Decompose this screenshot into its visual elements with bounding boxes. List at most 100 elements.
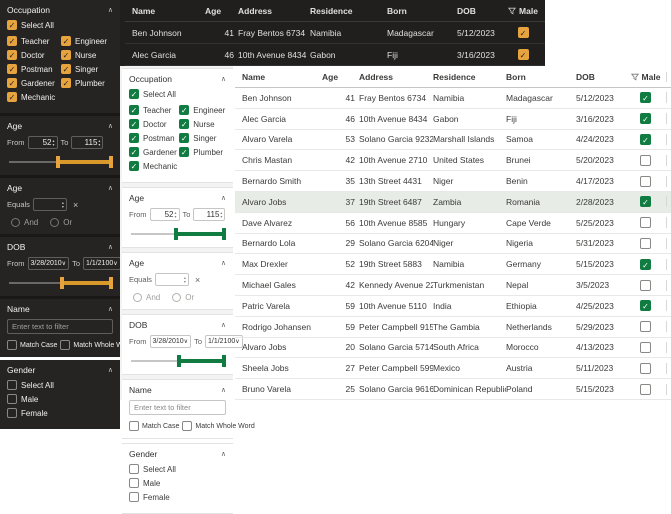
male-checkbox-icon[interactable] <box>640 383 651 395</box>
occupation-checkbox-gardener[interactable]: Gardener <box>129 147 177 157</box>
dob-to-dropdown[interactable]: 1/1/2100 ∨ <box>82 257 121 270</box>
male-checkbox-icon[interactable] <box>640 321 651 333</box>
occupation-checkbox-postman[interactable]: Postman <box>129 133 177 143</box>
male-checkbox-icon[interactable] <box>640 362 651 374</box>
spinner-icon[interactable]: ▴ ▾ <box>61 200 64 209</box>
age-from-input[interactable]: 52 ▴ ▾ <box>149 208 180 221</box>
male-checkbox-icon[interactable] <box>640 113 651 125</box>
table-row[interactable]: Dave Alvarez 56 10th Avenue 8585 Hungary Cap… <box>235 213 671 234</box>
checkbox-icon[interactable] <box>179 133 190 143</box>
checkbox-icon[interactable] <box>7 340 17 350</box>
collapse-chevron-icon[interactable]: ∧ <box>220 387 226 394</box>
male-checkbox-icon[interactable] <box>640 92 651 104</box>
radio-icon[interactable] <box>172 293 182 302</box>
column-header-age[interactable]: Age <box>205 5 222 16</box>
gender-checkbox-female[interactable]: Female <box>7 408 113 418</box>
occupation-checkbox-plumber[interactable]: Plumber <box>61 78 113 88</box>
checkbox-icon[interactable] <box>179 119 190 129</box>
table-row[interactable]: Ben Johnson 41 Fray Bentos 6734 Namibia Mada… <box>235 88 671 109</box>
checkbox-icon[interactable] <box>61 64 71 74</box>
and-radio[interactable]: And <box>11 218 38 227</box>
filter-section-header[interactable]: Age ∧ <box>7 121 113 131</box>
checkbox-icon[interactable] <box>7 92 17 102</box>
checkbox-icon[interactable] <box>61 36 71 46</box>
table-row[interactable]: Michael Gales 42 Kennedy Avenue 2277Turkme… <box>235 275 671 296</box>
radio-icon[interactable] <box>133 293 142 302</box>
or-radio[interactable]: Or <box>50 218 72 227</box>
filter-section-header[interactable]: Gender ∧ <box>7 365 113 375</box>
column-header-occupation[interactable]: Occupation <box>667 72 671 82</box>
dob-to-dropdown[interactable]: 1/1/2100 ∨ <box>204 335 243 348</box>
table-row[interactable]: Ben Johnson 41 Fray Bentos 6734 Namibia Mada… <box>125 22 545 44</box>
match-whole-word-checkbox[interactable]: Match Whole Word <box>60 340 133 350</box>
male-checkbox-icon[interactable] <box>640 154 651 166</box>
occupation-checkbox-nurse[interactable]: Nurse <box>179 119 226 129</box>
occupation-checkbox-mechanic[interactable]: Mechanic <box>129 161 177 171</box>
filter-section-header[interactable]: Name ∧ <box>7 304 113 314</box>
collapse-chevron-icon[interactable]: ∧ <box>220 260 226 267</box>
filter-section-header[interactable]: Name ∧ <box>129 385 226 395</box>
spinner-icon[interactable]: ▴ ▾ <box>98 138 101 147</box>
age-from-input[interactable]: 52 ▴ ▾ <box>27 136 58 149</box>
filter-funnel-icon[interactable] <box>508 7 517 15</box>
dob-from-dropdown[interactable]: 3/28/2010 ∨ <box>27 257 70 270</box>
column-header-male[interactable]: Male <box>629 71 667 82</box>
occupation-checkbox-gardener[interactable]: Gardener <box>7 78 59 88</box>
checkbox-icon[interactable] <box>7 64 17 74</box>
male-checkbox-icon[interactable] <box>640 279 651 291</box>
name-filter-input[interactable]: Enter text to filter <box>129 400 226 415</box>
age-range-slider[interactable] <box>9 156 113 168</box>
occupation-checkbox-singer[interactable]: Singer <box>61 64 113 74</box>
checkbox-icon[interactable] <box>129 89 139 99</box>
select-all-checkbox-row[interactable]: Select All <box>129 89 226 99</box>
select-all-checkbox-row[interactable]: Select All <box>129 464 226 474</box>
checkbox-icon[interactable] <box>7 50 17 60</box>
filter-section-header[interactable]: Age ∧ <box>129 193 226 203</box>
occupation-checkbox-doctor[interactable]: Doctor <box>129 119 177 129</box>
spinner-icon[interactable]: ▴ ▾ <box>52 138 55 147</box>
filter-section-header[interactable]: Age ∧ <box>129 258 226 268</box>
age-equals-input[interactable]: ▴ ▾ <box>32 198 67 211</box>
column-header-male[interactable]: Male <box>505 6 545 16</box>
filter-section-header[interactable]: Occupation ∧ <box>129 74 226 84</box>
spinner-icon[interactable]: ▴ ▾ <box>174 210 177 219</box>
occupation-checkbox-engineer[interactable]: Engineer <box>61 36 113 46</box>
slider-handle[interactable] <box>55 156 60 168</box>
match-case-checkbox[interactable]: Match Case <box>129 421 179 431</box>
filter-section-header[interactable]: DOB ∧ <box>7 242 113 252</box>
checkbox-icon[interactable] <box>61 50 71 60</box>
male-checkbox-icon[interactable] <box>517 27 529 38</box>
gender-checkbox-male[interactable]: Male <box>129 478 226 488</box>
column-header-dob[interactable]: DOB <box>457 5 476 16</box>
table-row[interactable]: Alvaro Varela 53 Solano Garcia 9232 Marshal… <box>235 130 671 151</box>
table-row[interactable]: Sheela Jobs 27 Peter Campbell 5990 Mexico Au… <box>235 358 671 380</box>
male-checkbox-icon[interactable] <box>640 196 651 208</box>
collapse-chevron-icon[interactable]: ∧ <box>220 451 226 458</box>
table-row[interactable]: Alec Garcia 46 10th Avenue 8434 Gabon Fiji 3/… <box>235 109 671 130</box>
filter-section-header[interactable]: Occupation ∧ <box>7 5 113 15</box>
checkbox-icon[interactable] <box>129 119 139 129</box>
dob-range-slider[interactable] <box>131 355 226 367</box>
column-header-address[interactable]: Address <box>359 71 394 82</box>
column-header-name[interactable]: Name <box>132 5 156 16</box>
male-checkbox-icon[interactable] <box>640 237 651 249</box>
collapse-chevron-icon[interactable]: ∧ <box>107 185 113 192</box>
column-header-residence[interactable]: Residence <box>433 71 476 82</box>
checkbox-icon[interactable] <box>182 421 193 431</box>
clear-icon[interactable]: × <box>194 274 201 285</box>
column-header-residence[interactable]: Residence <box>310 5 353 16</box>
table-row[interactable]: Bernardo Smith 35 13th Street 4431 Niger Ben… <box>235 171 671 192</box>
match-case-checkbox[interactable]: Match Case <box>7 340 57 350</box>
collapse-chevron-icon[interactable]: ∧ <box>107 367 113 374</box>
checkbox-icon[interactable] <box>129 105 139 115</box>
slider-handle[interactable] <box>177 355 182 367</box>
select-all-checkbox-row[interactable]: Select All <box>7 380 113 390</box>
spinner-icon[interactable]: ▴ ▾ <box>183 275 186 284</box>
column-header-dob[interactable]: DOB <box>576 71 595 82</box>
checkbox-icon[interactable] <box>129 464 139 474</box>
radio-icon[interactable] <box>50 218 60 227</box>
collapse-chevron-icon[interactable]: ∧ <box>220 195 226 202</box>
age-range-slider[interactable] <box>131 228 226 240</box>
occupation-checkbox-singer[interactable]: Singer <box>179 133 226 143</box>
dob-from-dropdown[interactable]: 3/28/2010 ∨ <box>149 335 192 348</box>
